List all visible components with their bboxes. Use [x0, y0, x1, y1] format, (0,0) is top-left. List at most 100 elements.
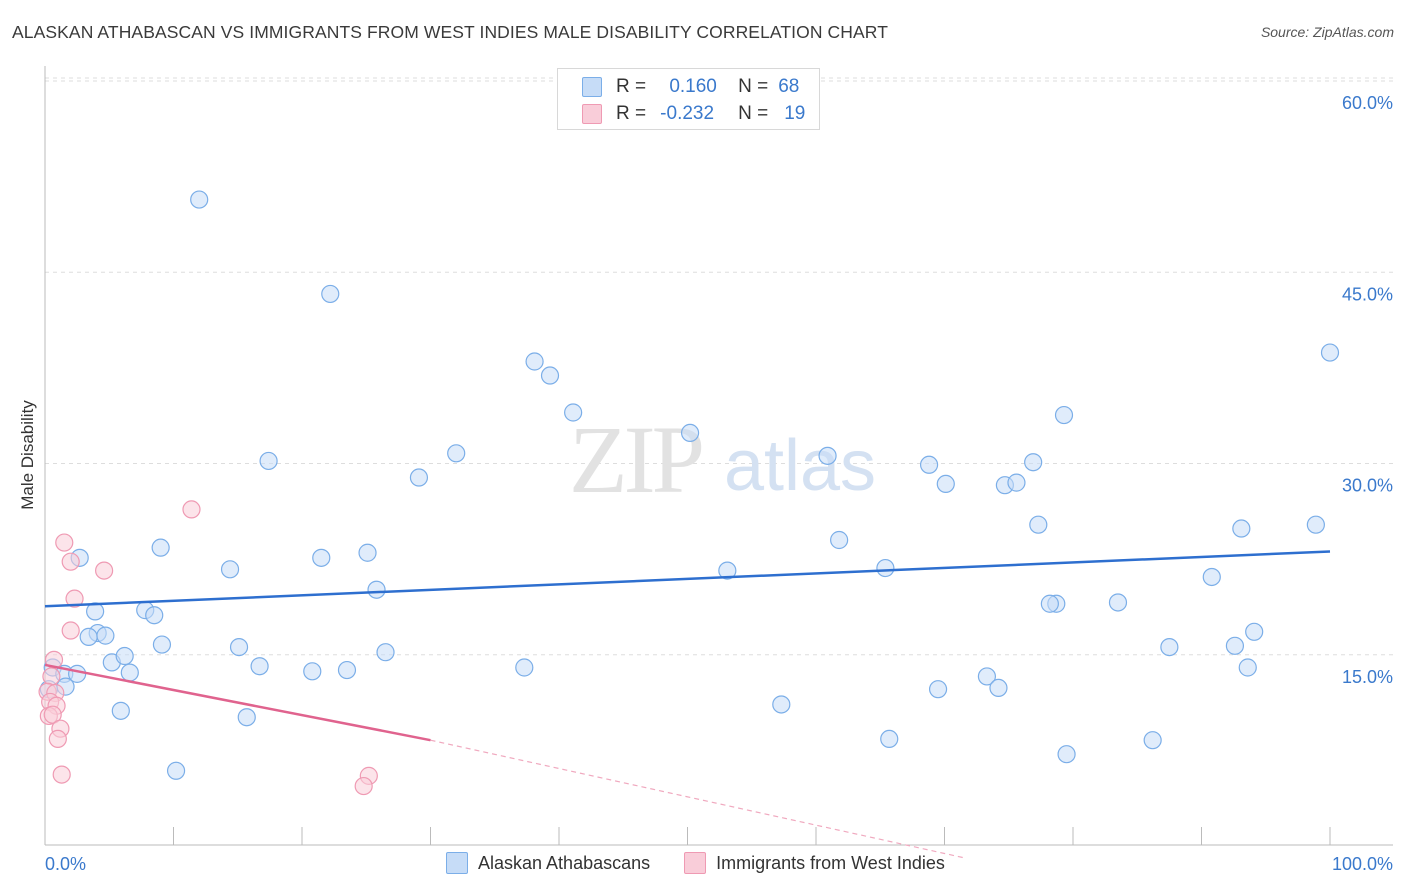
athabascan-point	[1007, 473, 1026, 492]
west-indies-point	[61, 621, 80, 640]
athabascan-point	[1108, 593, 1128, 612]
legend-swatch-blue	[582, 77, 602, 97]
athabascan-point	[358, 543, 377, 562]
west-indies-point	[95, 561, 114, 580]
source-label: Source: ZipAtlas.com	[1260, 24, 1394, 40]
athabascan-point	[220, 560, 240, 579]
west-indies-point	[61, 552, 80, 571]
athabascan-point	[151, 538, 170, 557]
athabascan-point	[321, 284, 340, 304]
r-label: R =	[616, 76, 647, 97]
legend-item-athabascans: Alaskan Athabascans	[446, 852, 650, 874]
legend-item-west-indies: Immigrants from West Indies	[684, 852, 945, 874]
athabascan-point	[564, 403, 583, 422]
athabascan-point	[145, 606, 164, 625]
r-value: -0.232	[660, 103, 715, 124]
athabascan-point	[989, 678, 1008, 698]
athabascan-point	[1306, 515, 1325, 534]
athabascan-point	[1160, 637, 1179, 657]
west-indies-point	[65, 589, 84, 608]
athabascan-point	[250, 657, 269, 676]
west-indies-point	[354, 776, 373, 796]
x-tick-labels: 0.0% 100.0%	[45, 854, 1393, 874]
correlation-legend: R = 0.160 N = 68 R = -0.232 N = 19	[557, 68, 820, 130]
athabascan-point	[1202, 567, 1221, 587]
legend-label: Immigrants from West Indies	[716, 852, 945, 873]
legend-row-west-indies: R = -0.232 N = 19	[582, 102, 805, 126]
legend-row-athabascan: R = 0.160 N = 68	[582, 75, 799, 99]
athabascan-point	[190, 190, 209, 209]
athabascan-point	[1054, 405, 1074, 425]
athabascan-point	[880, 729, 899, 749]
chart-title: ALASKAN ATHABASCAN VS IMMIGRANTS FROM WE…	[12, 22, 889, 42]
athabascan-point	[540, 366, 560, 385]
athabascan-point	[96, 626, 115, 645]
athabascan-point	[818, 446, 837, 465]
athabascan-point	[79, 627, 98, 647]
watermark-atlas: atlas	[724, 426, 876, 506]
athabascan-point	[1024, 453, 1043, 472]
west-indies-point	[52, 765, 71, 784]
watermark-zip: ZIP	[569, 406, 702, 513]
n-value: 68	[778, 76, 800, 97]
y-tick-labels: 15.0% 30.0% 45.0% 60.0%	[1342, 93, 1393, 687]
athabascan-point	[876, 558, 895, 578]
data-points	[38, 190, 1340, 796]
legend-swatch-pink	[684, 852, 707, 874]
athabascan-point	[830, 530, 849, 550]
n-label: N =	[738, 103, 769, 124]
west-indies-point	[42, 667, 61, 686]
athabascan-point	[166, 761, 186, 780]
athabascan-point	[1320, 343, 1340, 362]
athabascan-point	[237, 708, 256, 727]
athabascan-point	[1238, 658, 1257, 677]
r-value: 0.160	[669, 76, 717, 97]
west-indies-point	[48, 729, 67, 749]
athabascan-point	[1143, 731, 1162, 750]
axes	[44, 66, 1393, 846]
athabascan-point	[936, 474, 955, 493]
legend-swatch-blue	[446, 852, 468, 874]
x-tick-label: 0.0%	[45, 854, 86, 874]
athabascan-point	[772, 695, 791, 714]
athabascan-point	[447, 444, 466, 463]
athabascan-point	[337, 660, 357, 680]
athabascan-trend-line	[44, 550, 1331, 608]
athabascan-point	[1040, 594, 1059, 613]
athabascan-point	[1029, 515, 1048, 534]
legend-swatch-pink	[582, 104, 602, 124]
athabascan-point	[515, 658, 534, 677]
trend-lines	[44, 550, 1331, 859]
athabascan-point	[525, 352, 544, 371]
athabascan-point	[86, 602, 105, 621]
athabascan-point	[111, 701, 130, 720]
y-tick-label: 45.0%	[1342, 284, 1393, 304]
athabascan-point	[376, 643, 395, 662]
y-tick-label: 60.0%	[1342, 93, 1393, 113]
athabascan-point	[680, 423, 700, 442]
athabascan-point	[120, 663, 139, 682]
n-label: N =	[738, 76, 769, 97]
athabascan-point	[1057, 745, 1076, 764]
west-indies-trend-line	[44, 663, 431, 742]
athabascan-point	[1225, 636, 1245, 655]
athabascan-point	[1245, 622, 1264, 641]
athabascan-point	[312, 548, 331, 567]
series-legend: Alaskan Athabascans Immigrants from West…	[446, 852, 979, 874]
x-tick-label: 100.0%	[1332, 854, 1393, 874]
west-indies-point	[43, 705, 62, 724]
athabascan-point	[1232, 519, 1251, 538]
athabascan-point	[919, 455, 939, 474]
athabascan-point	[303, 662, 322, 681]
athabascan-point	[229, 637, 249, 657]
y-tick-label: 15.0%	[1342, 667, 1393, 687]
r-label: R =	[616, 103, 647, 124]
athabascan-point	[259, 451, 278, 471]
athabascan-point	[928, 680, 948, 699]
n-value: 19	[784, 103, 806, 124]
athabascan-point	[115, 646, 134, 666]
athabascan-point	[409, 468, 429, 487]
west-indies-trend-extension	[430, 739, 966, 859]
y-tick-label: 30.0%	[1342, 476, 1393, 496]
